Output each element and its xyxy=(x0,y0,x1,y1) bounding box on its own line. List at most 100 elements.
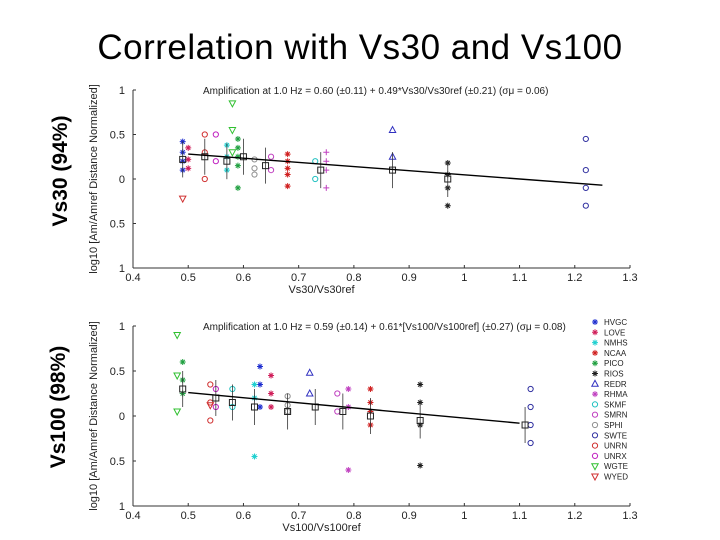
chart2-legend-label: NCAA xyxy=(604,349,627,358)
chart2-legend-label: UNRX xyxy=(604,452,627,461)
chart2-point-hvgc xyxy=(257,381,264,388)
chart2-x-tick-label: 0.4 xyxy=(125,510,140,522)
chart2-point-redr xyxy=(305,368,314,376)
chart2-point-wgte xyxy=(173,408,182,417)
chart1-x-tick-label: 0.4 xyxy=(125,272,140,284)
chart1-point-pico xyxy=(234,144,241,151)
chart1-point-pico xyxy=(234,153,241,160)
chart1-point-swte xyxy=(582,202,589,209)
chart2-point-rhma xyxy=(345,467,352,473)
chart2-point-wgte xyxy=(173,372,182,381)
chart2-legend-marker-wgte xyxy=(590,463,600,471)
chart1-x-tick-label: 1.3 xyxy=(622,272,637,284)
chart2-mean-marker xyxy=(284,408,292,415)
chart2-y-tick-label: 1 xyxy=(119,321,125,333)
chart2-legend-label: SKMF xyxy=(604,400,626,409)
chart1-point-love xyxy=(185,156,192,163)
chart2-y-axis-label: log10 [Am/Amref Distance Normalized] xyxy=(88,321,100,511)
chart1-point-rhma xyxy=(323,167,330,174)
chart2-point-unrn xyxy=(207,417,214,424)
chart1-point-wgte xyxy=(228,127,237,135)
chart1-point-rios xyxy=(444,202,451,209)
chart2-point-love xyxy=(268,390,275,397)
chart2-mean-marker xyxy=(228,399,236,406)
chart1-mean-marker xyxy=(223,157,231,165)
slide-title: Correlation with Vs30 and Vs100 xyxy=(97,28,623,67)
chart2-x-tick-label: 0.7 xyxy=(291,510,306,522)
chart2-y-tick-label: 1 xyxy=(119,501,125,513)
chart2-legend-marker-unrn xyxy=(591,442,599,449)
chart2-point-smrn xyxy=(334,408,341,415)
chart2-legend-label: NMHS xyxy=(604,339,628,348)
chart1-x-tick-label: 0.7 xyxy=(291,272,306,284)
chart1-x-tick-label: 1 xyxy=(461,272,467,284)
chart2-point-swte xyxy=(527,385,534,393)
chart1-y-axis-label: log10 [Am/Amref Distance Normalized] xyxy=(88,84,100,274)
chart2-point-swte xyxy=(527,421,534,429)
chart1-x-tick-label: 1.1 xyxy=(512,272,527,284)
chart1-point-love xyxy=(185,165,192,172)
chart1-mean-marker xyxy=(179,155,187,163)
chart2-point-wyed xyxy=(206,402,215,410)
chart2-point-pico xyxy=(179,359,186,365)
chart1-x-tick-label: 0.6 xyxy=(236,272,251,284)
chart2-point-nmhs xyxy=(251,453,258,460)
chart2-legend-marker-rios xyxy=(592,370,598,377)
chart1-point-wyed xyxy=(178,195,187,204)
chart1-point-sphi xyxy=(251,165,258,172)
chart2-legend-marker-skmf xyxy=(591,401,599,408)
chart2-point-wgte xyxy=(173,332,182,340)
chart2-legend-label: LOVE xyxy=(604,328,625,337)
chart1-point-pico xyxy=(234,162,241,169)
chart1-x-tick-label: 1.2 xyxy=(567,272,582,284)
chart1-point-unrx xyxy=(212,158,219,165)
chart2-mean-marker xyxy=(339,408,347,415)
chart1-point-pico xyxy=(234,184,241,191)
chart2-legend-label: SWTE xyxy=(604,431,627,440)
chart2-point-rios xyxy=(417,381,424,388)
chart2-mean-marker xyxy=(521,421,529,429)
chart2-legend-marker-pico xyxy=(592,360,598,367)
chart2-legend-marker-rhma xyxy=(592,391,598,398)
chart1-point-sphi xyxy=(251,171,258,178)
chart2-legend-label: UNRN xyxy=(604,442,627,451)
chart2-x-tick-label: 1.1 xyxy=(512,510,527,522)
chart2-point-nmhs xyxy=(251,381,258,388)
chart1-point-ncaa xyxy=(284,165,291,172)
chart1-fit-line xyxy=(188,153,603,186)
chart1-mean-marker xyxy=(317,166,325,174)
chart2-legend-marker-wyed xyxy=(590,473,600,482)
chart2-mean-marker xyxy=(179,385,187,393)
chart2-point-love xyxy=(268,372,275,379)
chart1-point-ncaa xyxy=(284,183,291,190)
chart1-mean-marker xyxy=(201,153,209,161)
chart1-mean-marker xyxy=(444,175,452,183)
chart2-fit-line xyxy=(188,391,520,424)
chart2-legend-label: WYED xyxy=(604,473,628,482)
chart1-point-smrn xyxy=(267,167,275,174)
chart1-y-tick-label: 0.5 xyxy=(110,130,125,142)
chart1-point-rhma xyxy=(323,158,330,165)
chart2-x-tick-label: 0.5 xyxy=(181,510,196,522)
chart2-x-axis-label: Vs100/Vs100ref xyxy=(282,522,361,534)
chart1-point-rhma xyxy=(323,149,330,156)
chart1-point-redr xyxy=(388,125,397,134)
chart1-point-wgte xyxy=(228,149,237,157)
chart1-point-love xyxy=(185,144,192,151)
chart2-y-tick-label: 0 xyxy=(119,411,125,423)
chart1-x-tick-label: 0.5 xyxy=(181,272,196,284)
chart2-legend-marker-unrx xyxy=(591,452,599,459)
chart2-legend-label: PICO xyxy=(604,359,624,368)
chart2-point-unrn xyxy=(207,381,214,388)
chart2-point-swte xyxy=(527,403,534,411)
chart2-x-tick-label: 1.2 xyxy=(567,510,582,522)
chart2-legend-marker-ncaa xyxy=(592,349,598,356)
chart2-legend-marker-hvgc xyxy=(592,319,598,325)
chart1-point-swte xyxy=(582,167,589,174)
chart2-legend-label: RHMA xyxy=(604,390,628,399)
chart1-x-axis-label: Vs30/Vs30ref xyxy=(288,284,355,296)
chart2-legend-marker-smrn xyxy=(591,411,599,418)
chart2-x-tick-label: 0.6 xyxy=(236,510,251,522)
chart2-point-smrn xyxy=(334,390,341,397)
chart2-legend-marker-redr xyxy=(590,379,600,387)
